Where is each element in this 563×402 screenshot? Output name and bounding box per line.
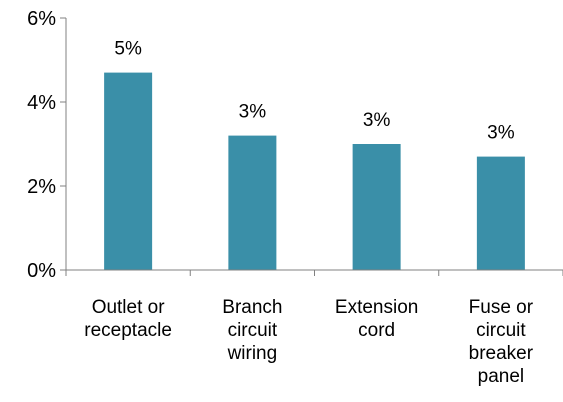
bars (104, 72, 525, 270)
bar (352, 144, 401, 270)
category-label: Fuse or circuit breaker panel (469, 297, 534, 387)
category-label-line: circuit (228, 320, 278, 341)
y-tick-label: 2% (27, 176, 56, 198)
data-label: 3% (487, 123, 515, 144)
data-labels: 5% 3% 3% 3% (114, 39, 514, 144)
category-label-line: Outlet or (92, 297, 166, 318)
category-label-line: receptacle (84, 320, 172, 341)
data-label: 3% (363, 110, 391, 131)
category-label-line: breaker (469, 343, 534, 364)
data-label: 5% (114, 39, 142, 60)
y-axis: 0% 2% 4% 6% (27, 8, 67, 282)
bar (228, 135, 277, 270)
category-label-line: cord (358, 320, 395, 341)
category-label: Branch circuit wiring (222, 297, 282, 364)
category-label-line: wiring (227, 343, 278, 364)
category-label-line: panel (478, 366, 525, 387)
bar (476, 156, 525, 270)
category-label-line: circuit (476, 320, 526, 341)
category-label-line: Extension (335, 297, 418, 318)
bar (104, 72, 153, 270)
category-label: Outlet or receptacle (84, 297, 172, 341)
category-label-line: Fuse or (469, 297, 534, 318)
category-label: Extension cord (335, 297, 418, 341)
y-tick-label: 6% (27, 8, 56, 30)
y-tick-label: 4% (27, 92, 56, 114)
data-label: 3% (239, 102, 267, 123)
y-tick-label: 0% (27, 260, 56, 282)
category-label-line: Branch (222, 297, 282, 318)
